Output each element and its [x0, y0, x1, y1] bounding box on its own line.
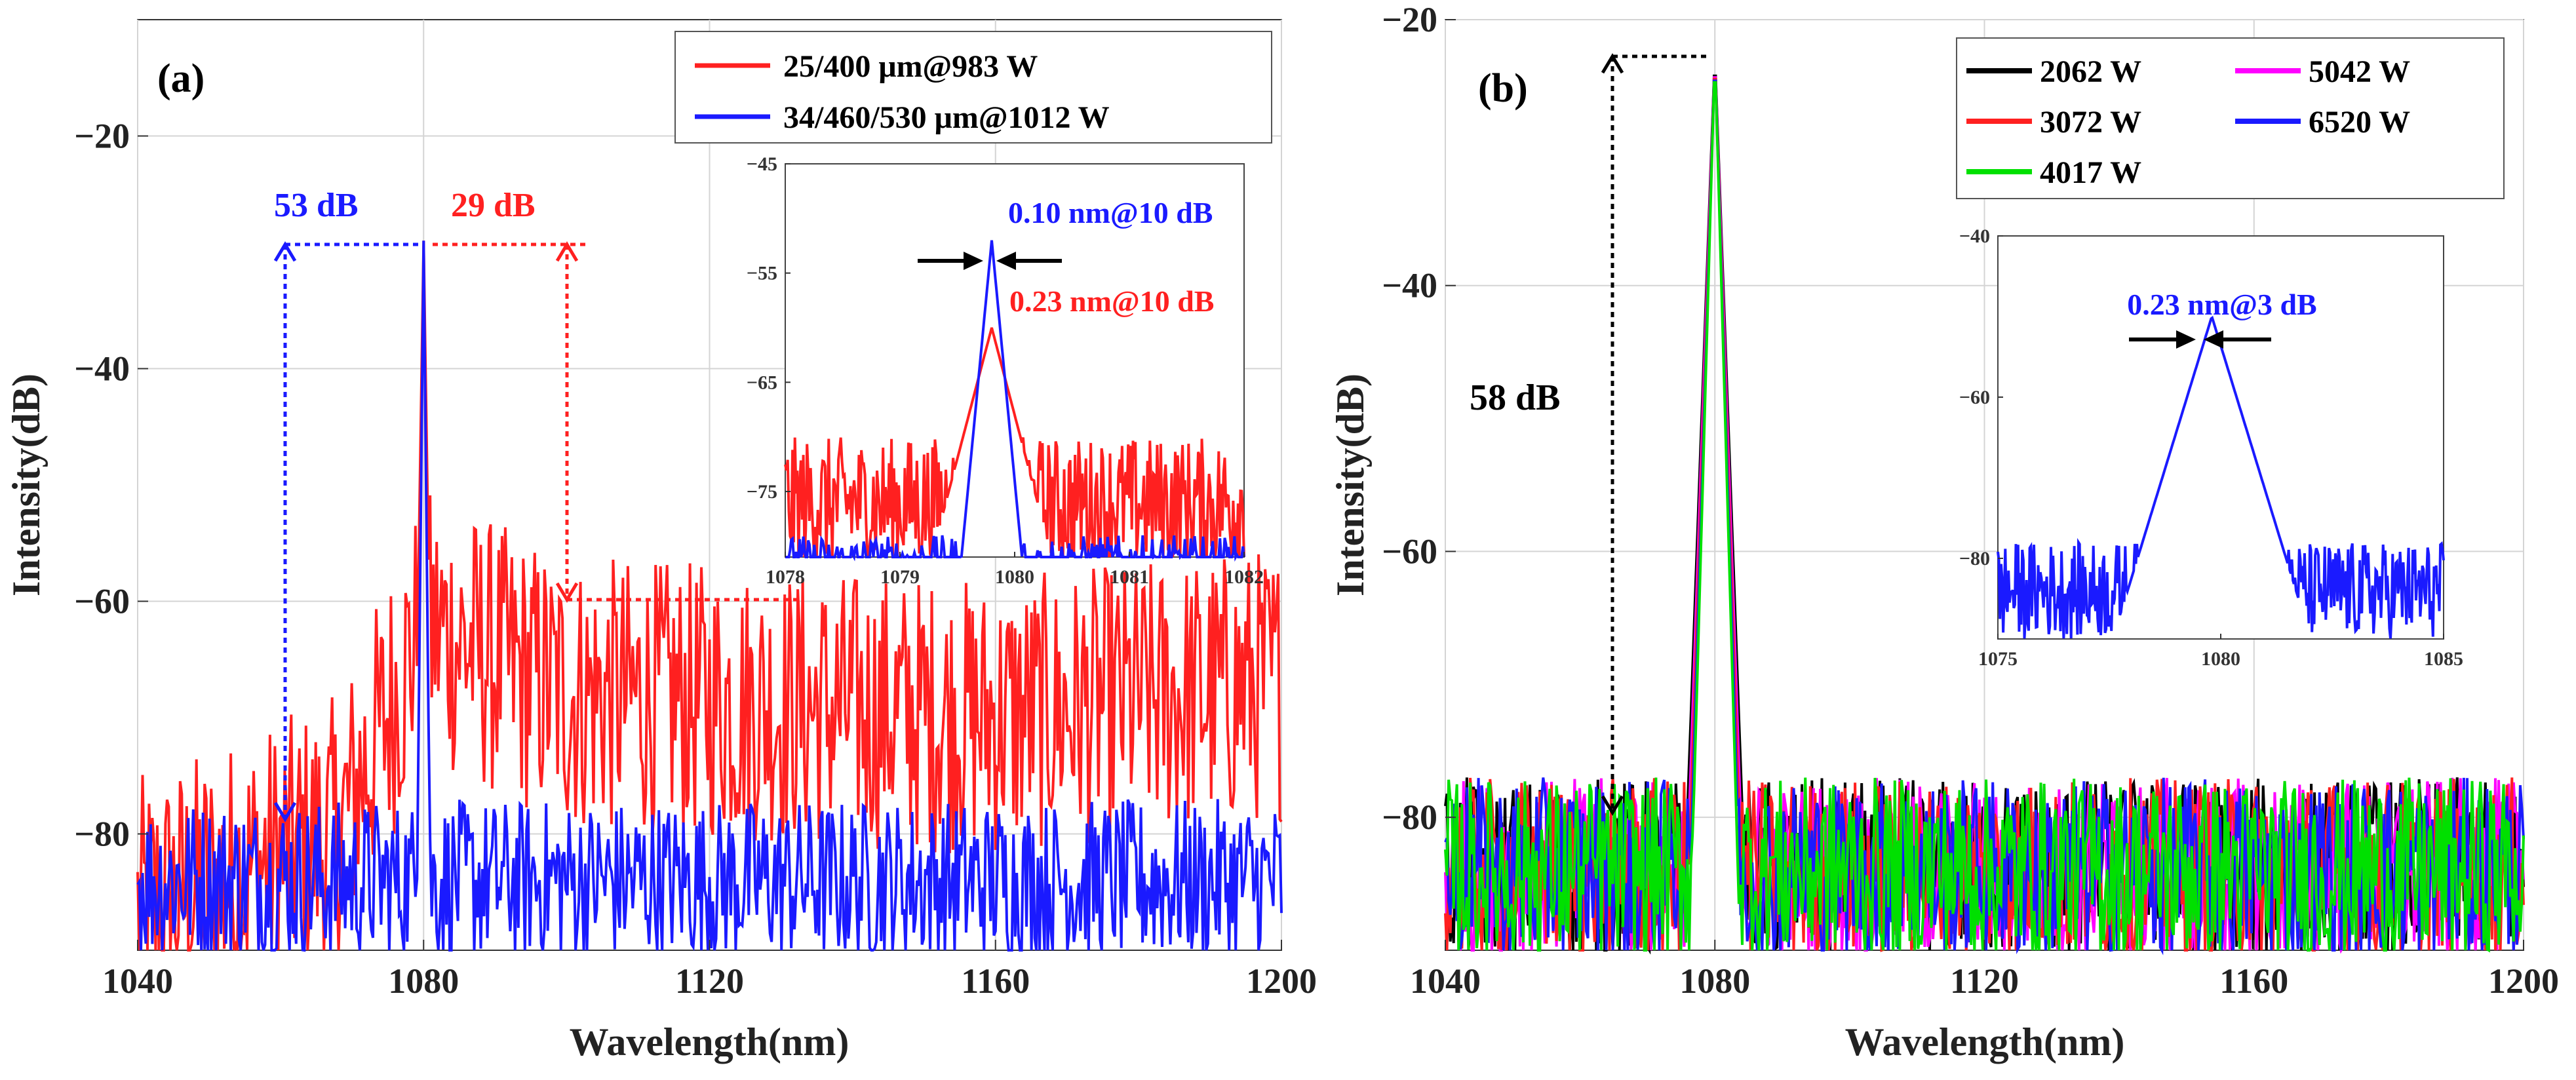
panel-a-ylabel: Intensity(dB): [5, 374, 48, 596]
series-4017-w-line: [1444, 81, 2525, 953]
inset-a-blue-line: [785, 240, 1245, 562]
inset-a-annotation-red: 0.23 nm@10 dB: [1009, 284, 1214, 318]
panel-b-inset: 1075 1080 1085 −40 −60 −80 0.23 nm@3 dB: [1959, 225, 2463, 670]
inset-b-left-pointing-arrow-icon: [2204, 330, 2223, 349]
panel-a-ytick-label-3: −20: [74, 117, 130, 156]
legend-label-5042: 5042 W: [2309, 54, 2410, 89]
panel-b-xtick-label-1: 1080: [1679, 961, 1750, 1001]
panel-b-xtick-label-2: 1120: [1950, 961, 2019, 1001]
red-arrow-down-icon: [555, 582, 579, 603]
panel-b-xtick-label-4: 1200: [2488, 961, 2559, 1001]
panel-a-legend-box: [674, 31, 1272, 144]
panel-b-ytick-label-2: −40: [1382, 266, 1437, 305]
panel-b-ticks: 1040 1080 1120 1160 1200 −80 −60 −40 −20: [1382, 0, 2559, 1001]
annotation-53db: 53 dB: [274, 187, 359, 224]
panel-a-inset-series: [784, 240, 1245, 562]
series-25-400-line: [136, 241, 1283, 952]
panel-b-inset-ytick-label-0: −40: [1959, 225, 1990, 247]
legend-label-34-460-530: 34/460/530 μm@1012 W: [783, 100, 1110, 135]
legend-label-4017: 4017 W: [2040, 155, 2141, 190]
panel-a-ytick-label-1: −60: [74, 582, 130, 621]
panel-b-ytick-label-0: −80: [1382, 798, 1437, 837]
panel-b-inset-xtick-label-2: 1085: [2424, 648, 2463, 670]
legend-label-6520: 6520 W: [2309, 105, 2410, 140]
panel-a-inset-xtick-label-0: 1078: [766, 566, 805, 588]
panel-a-inset-xtick-label-1: 1079: [880, 566, 920, 588]
panel-a-xtick-label-0: 1040: [102, 961, 173, 1001]
black-arrow-up-icon: [1601, 53, 1624, 74]
blue-arrow-up-icon: [273, 241, 297, 262]
panel-b-annotations: 58 dB: [1465, 53, 1711, 816]
blue-arrow-down-icon: [273, 801, 297, 822]
panel-b-inset-ytick-label-1: −60: [1959, 387, 1990, 408]
panel-b-xtick-label-0: 1040: [1410, 961, 1481, 1001]
series-34-460-530-line: [136, 241, 1283, 952]
panel-a-inset-xtick-label-2: 1080: [995, 566, 1034, 588]
panel-a-inset-xtick-label-3: 1081: [1110, 566, 1149, 588]
panel-b-xtick-label-3: 1160: [2219, 961, 2288, 1001]
panel-a-inset-ytick-label-2: −65: [747, 372, 777, 393]
panel-a-xlabel: Wavelength(nm): [570, 1020, 849, 1064]
inset-a-annotation-blue: 0.10 nm@10 dB: [1008, 196, 1213, 229]
panel-a-annotations: 53 dB 29 dB: [273, 187, 803, 822]
panel-a-inset-ytick-label-0: −45: [747, 153, 777, 175]
panel-a-xtick-label-4: 1200: [1246, 961, 1317, 1001]
panel-b-ylabel: Intensity(dB): [1329, 374, 1372, 596]
panel-b-legend: 2062 W 3072 W 4017 W 5042 W 6520 W: [1956, 37, 2505, 199]
inset-a-left-pointing-arrow-icon: [996, 252, 1016, 270]
panel-b-inset-ticks: 1075 1080 1085 −40 −60 −80: [1959, 225, 2463, 670]
panel-a-label: (a): [157, 56, 205, 101]
panel-a-inset-ytick-label-1: −55: [747, 263, 777, 284]
panel-b-inset-xtick-label-1: 1080: [2201, 648, 2240, 670]
inset-b-annotation-blue: 0.23 nm@3 dB: [2127, 288, 2316, 321]
panel-a-inset-ytick-label-3: −75: [747, 481, 777, 503]
panel-a-ytick-label-0: −80: [74, 815, 130, 854]
panel-b-inset-xtick-label-0: 1075: [1978, 648, 2018, 670]
legend-label-25-400: 25/400 μm@983 W: [783, 49, 1038, 84]
panel-b-label: (b): [1478, 66, 1528, 111]
inset-a-red-line: [784, 327, 1245, 558]
panel-b: 1040 1080 1120 1160 1200 −80 −60 −40 −20 (b) Wav…: [1329, 0, 2559, 1064]
panel-a-xtick-label-3: 1160: [961, 961, 1030, 1001]
panel-a-xtick-label-1: 1080: [388, 961, 459, 1001]
panel-a-legend: 25/400 μm@983 W 34/460/530 μm@1012 W: [674, 31, 1272, 144]
annotation-58db-bg: [1465, 367, 1606, 419]
inset-a-right-pointing-arrow-icon: [964, 252, 983, 270]
panel-b-inset-ytick-label-2: −80: [1959, 548, 1990, 569]
panel-a-inset-xtick-label-4: 1082: [1224, 566, 1264, 588]
legend-label-2062: 2062 W: [2040, 54, 2141, 89]
annotation-29db: 29 dB: [451, 187, 536, 224]
black-arrow-down-icon: [1601, 795, 1624, 816]
panel-a-inset-ticks: 1078 1079 1080 1081 1082 −45 −55 −65 −75: [747, 153, 1264, 588]
panel-b-ytick-label-1: −60: [1382, 531, 1437, 571]
red-arrow-up-icon: [555, 241, 579, 262]
annotation-58db: 58 dB: [1470, 377, 1561, 418]
panel-a-series: [136, 241, 1283, 952]
panel-a-inset: 1078 1079 1080 1081 1082 −45 −55 −65 −75 0.10 nm…: [747, 153, 1264, 588]
panel-a: 1040 1080 1120 1160 1200 −80 −60 −40 −20 (a) Wav…: [5, 19, 1317, 1064]
panel-b-ytick-label-3: −20: [1382, 0, 1437, 39]
panel-a-ytick-label-2: −40: [74, 349, 130, 389]
panel-a-ticks: 1040 1080 1120 1160 1200 −80 −60 −40 −20: [74, 117, 1317, 1001]
panel-b-legend-box: [1956, 37, 2505, 199]
panel-b-xlabel: Wavelength(nm): [1845, 1020, 2125, 1064]
inset-b-right-pointing-arrow-icon: [2176, 330, 2196, 349]
legend-label-3072: 3072 W: [2040, 105, 2141, 140]
panel-a-xtick-label-2: 1120: [675, 961, 744, 1001]
